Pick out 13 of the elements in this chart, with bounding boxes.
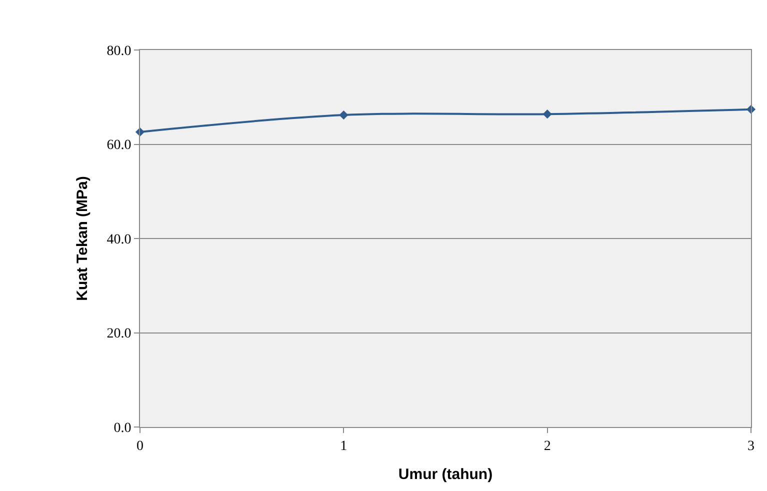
x-axis-title: Umur (tahun): [398, 466, 493, 483]
x-tick-label: 0: [136, 438, 144, 454]
y-tick-label: 60.0: [106, 138, 132, 154]
y-tick-label: 80.0: [106, 44, 132, 59]
point: [542, 110, 552, 119]
x-tick-label: 1: [340, 438, 348, 454]
y-tick-label: 20.0: [106, 326, 132, 342]
y-tick-label: 0.0: [114, 420, 132, 436]
x-tick-label: 2: [544, 438, 551, 454]
y-axis-title: Kuat Tekan (MPa): [74, 176, 91, 301]
point: [339, 110, 348, 120]
y-tick-label: 40.0: [106, 232, 132, 248]
x-tick-label: 3: [748, 438, 754, 454]
